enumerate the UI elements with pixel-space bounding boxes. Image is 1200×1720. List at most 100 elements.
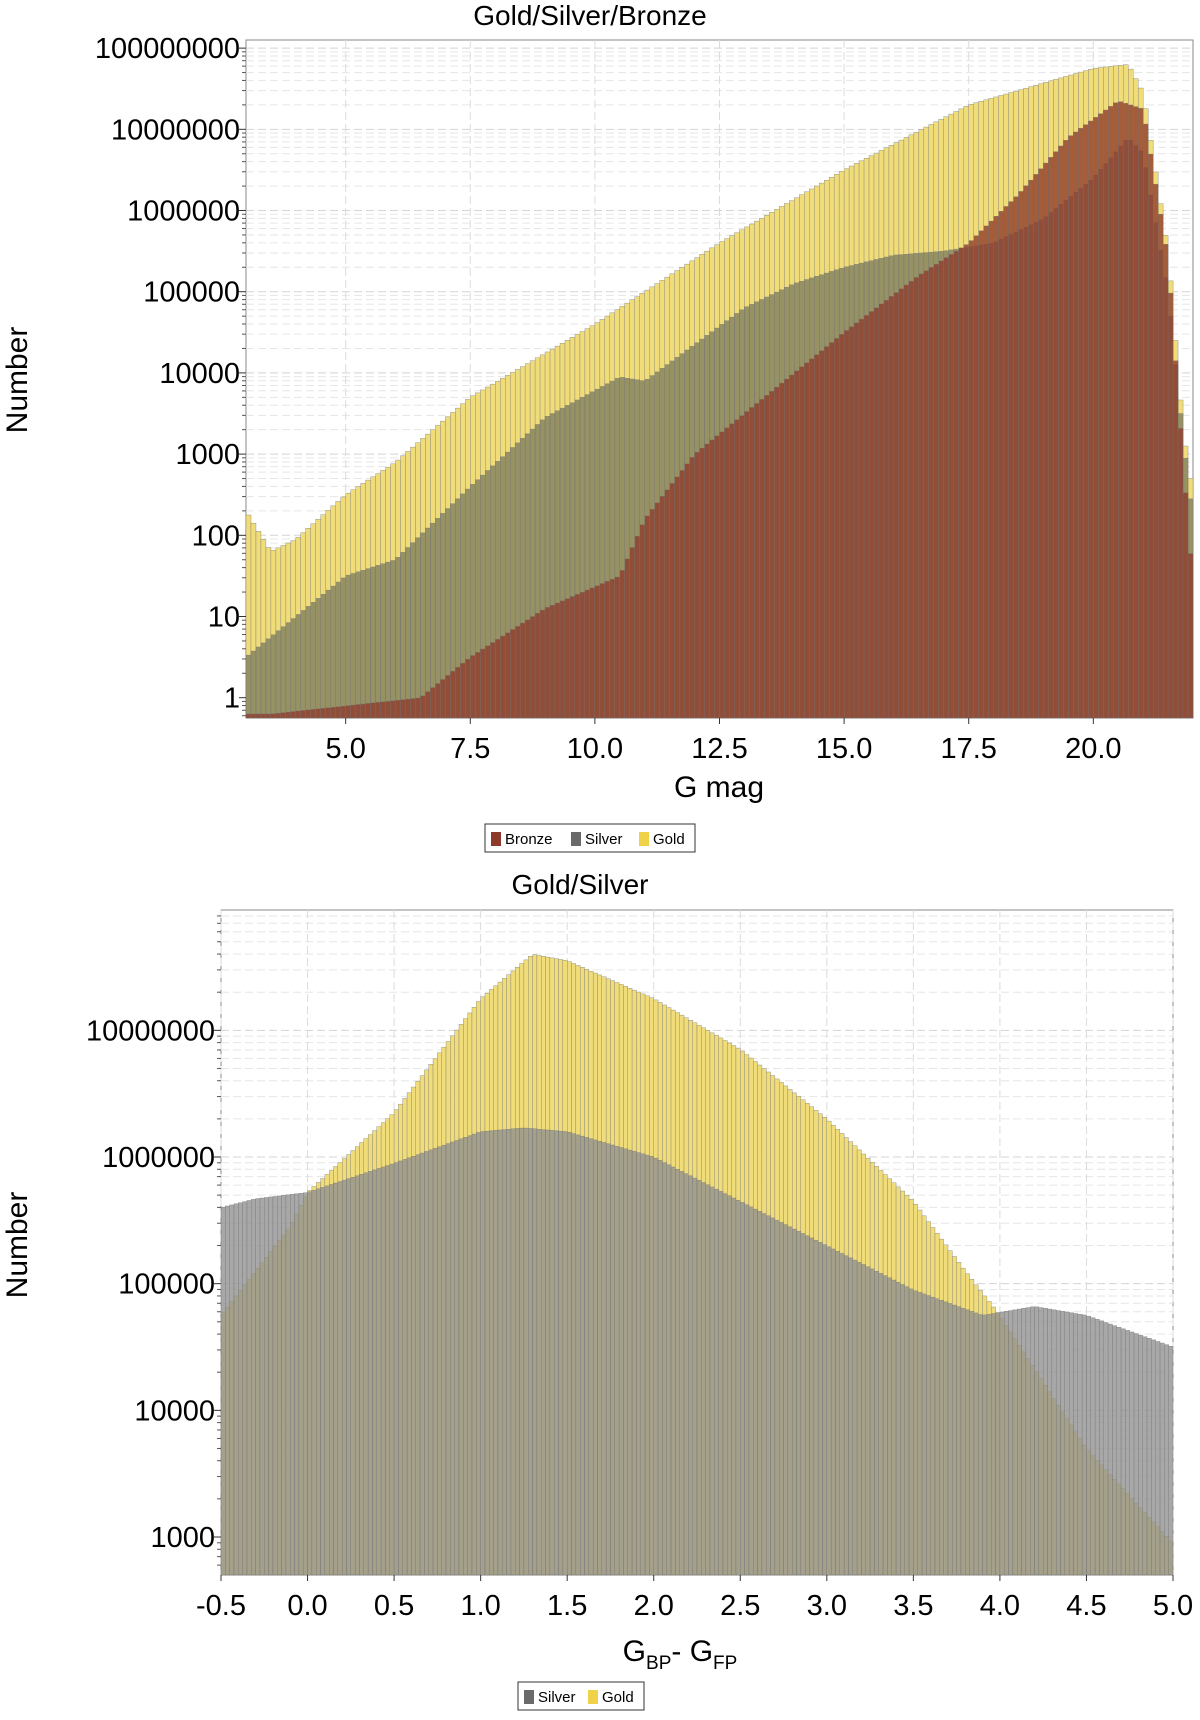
x-tick-label: -0.5 bbox=[196, 1590, 246, 1622]
bar-bronze bbox=[1073, 131, 1079, 719]
bar-bronze bbox=[524, 619, 531, 719]
bar-bronze bbox=[360, 703, 366, 719]
bar-bronze bbox=[400, 699, 406, 719]
bar-silver bbox=[471, 1133, 477, 1576]
bar-silver bbox=[852, 1259, 858, 1576]
bar-bronze bbox=[948, 254, 954, 719]
bar-bronze bbox=[370, 702, 376, 719]
bar-silver bbox=[1021, 1308, 1027, 1576]
x-tick-label: 17.5 bbox=[940, 733, 996, 765]
bar-silver bbox=[930, 1296, 936, 1576]
bar-silver bbox=[1112, 1325, 1117, 1576]
bar-silver bbox=[969, 1311, 975, 1576]
bar-silver bbox=[376, 1168, 382, 1576]
bar-silver bbox=[787, 1226, 793, 1576]
bar-silver bbox=[627, 1149, 633, 1576]
bar-silver bbox=[493, 1130, 499, 1576]
legend-swatch-gold-2 bbox=[588, 1690, 598, 1704]
bar-bronze bbox=[794, 370, 800, 719]
bar-silver bbox=[592, 1139, 598, 1576]
bar-bronze bbox=[774, 386, 780, 719]
bar-silver bbox=[865, 1266, 871, 1576]
bar-silver bbox=[718, 1191, 724, 1576]
bar-bronze bbox=[564, 598, 571, 719]
bar-silver bbox=[411, 1156, 416, 1576]
bar-silver bbox=[346, 1178, 351, 1576]
bar-bronze bbox=[1162, 244, 1169, 719]
bar-silver bbox=[320, 1187, 326, 1576]
bar-silver bbox=[623, 1148, 628, 1576]
bar-silver bbox=[1138, 1334, 1143, 1576]
legend-label-gold-2: Gold bbox=[602, 1689, 634, 1706]
bar-silver bbox=[395, 557, 401, 719]
bar-silver bbox=[437, 1146, 442, 1576]
bar-bronze bbox=[943, 257, 949, 719]
chart-1-y-ticks: 1 10 100 1000 10000 100000 1000000 10000000 1000… bbox=[95, 33, 246, 717]
bar-bronze bbox=[1068, 135, 1074, 719]
bar-silver bbox=[360, 570, 366, 719]
bar-bronze bbox=[913, 277, 920, 719]
bar-bronze bbox=[1063, 140, 1069, 719]
bar-bronze bbox=[519, 622, 526, 719]
bar-silver bbox=[895, 1282, 901, 1576]
bar-bronze bbox=[659, 496, 665, 719]
bar-bronze bbox=[295, 710, 302, 719]
bar-silver bbox=[666, 1164, 672, 1576]
bar-silver bbox=[385, 1165, 390, 1576]
chart-1-bars bbox=[245, 64, 1194, 719]
bar-silver bbox=[270, 634, 277, 719]
bar-silver bbox=[333, 1182, 339, 1576]
chart-1-legend-box bbox=[484, 823, 696, 853]
bar-bronze bbox=[978, 230, 984, 719]
bar-silver bbox=[476, 1132, 481, 1576]
xlabel-sub-fp: FP bbox=[713, 1653, 737, 1674]
bar-bronze bbox=[868, 311, 875, 719]
bar-silver bbox=[683, 1173, 689, 1576]
bar-bronze bbox=[878, 303, 885, 719]
bar-silver bbox=[340, 577, 346, 719]
bar-silver bbox=[480, 1131, 486, 1576]
bar-silver bbox=[402, 1159, 408, 1576]
bar-silver bbox=[934, 1298, 940, 1576]
bar-silver bbox=[605, 1143, 611, 1576]
bar-bronze bbox=[843, 330, 850, 719]
y-tick-label: 1000000 bbox=[127, 196, 240, 228]
bar-silver bbox=[311, 1190, 317, 1576]
bar-silver bbox=[406, 1157, 412, 1576]
bar-bronze bbox=[938, 260, 944, 719]
bar-bronze bbox=[1098, 113, 1104, 719]
bar-silver bbox=[260, 642, 267, 719]
bar-silver bbox=[1025, 1307, 1031, 1576]
legend-swatch-silver bbox=[571, 832, 581, 846]
bar-silver bbox=[1125, 1330, 1130, 1576]
bar-bronze bbox=[335, 706, 341, 719]
bar-silver bbox=[463, 1137, 468, 1576]
bar-silver bbox=[1086, 1315, 1091, 1576]
bar-silver bbox=[420, 532, 426, 719]
bar-silver bbox=[562, 1131, 568, 1576]
bar-bronze bbox=[1093, 117, 1099, 719]
bar-bronze bbox=[330, 706, 336, 719]
bar-silver bbox=[618, 1147, 624, 1576]
bar-bronze bbox=[340, 705, 346, 719]
bar-bronze bbox=[405, 698, 411, 719]
bar-silver bbox=[245, 654, 252, 719]
bar-silver bbox=[709, 1186, 715, 1576]
bar-silver bbox=[415, 537, 421, 719]
chart-1-title: Gold/Silver/Bronze bbox=[473, 0, 706, 31]
bar-silver bbox=[640, 1153, 646, 1576]
bar-bronze bbox=[1038, 168, 1044, 719]
bar-silver bbox=[839, 1253, 845, 1576]
bar-bronze bbox=[470, 655, 476, 719]
bar-silver bbox=[809, 1237, 815, 1576]
bar-silver bbox=[679, 1171, 685, 1576]
bar-silver bbox=[410, 542, 416, 719]
bar-bronze bbox=[769, 391, 775, 719]
bar-silver bbox=[250, 650, 257, 719]
bar-bronze bbox=[819, 350, 825, 719]
bar-silver bbox=[631, 1151, 637, 1576]
bar-silver bbox=[359, 1174, 364, 1576]
bar-bronze bbox=[893, 292, 900, 719]
bar-bronze bbox=[315, 708, 321, 719]
bar-silver bbox=[973, 1312, 979, 1576]
